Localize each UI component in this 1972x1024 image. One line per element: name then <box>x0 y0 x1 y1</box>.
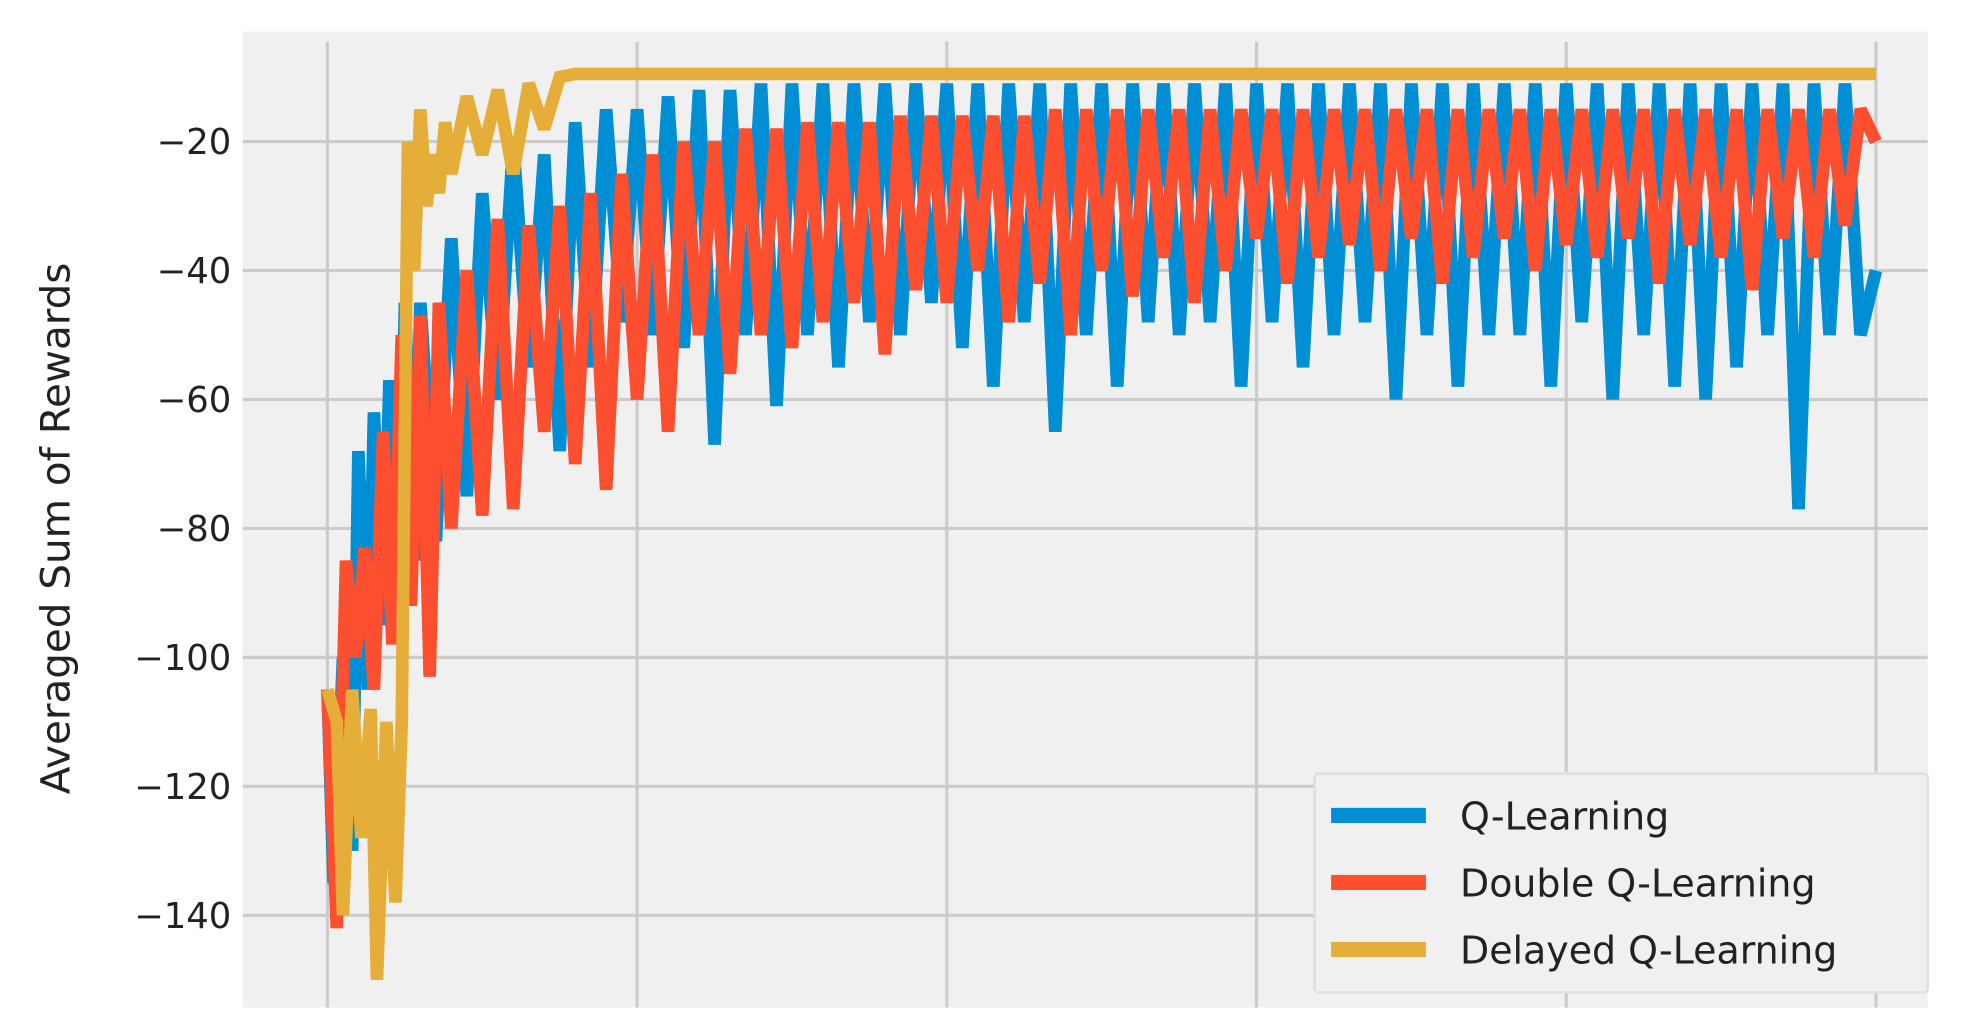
legend: Q-Learning Double Q-Learning Delayed Q-Lea… <box>1313 772 1930 994</box>
series-lines <box>321 67 1883 980</box>
series-line-2 <box>321 106 1882 929</box>
y-tick-label: −120 <box>134 767 231 808</box>
legend-label: Q-Learning <box>1460 794 1669 838</box>
y-tick-label: −60 <box>157 380 232 421</box>
legend-label: Double Q-Learning <box>1460 861 1816 905</box>
y-tick-label: −100 <box>134 638 231 679</box>
series-line-3 <box>321 67 1876 980</box>
legend-label: Delayed Q-Learning <box>1460 928 1837 972</box>
y-tick-label: −140 <box>134 896 231 937</box>
y-tick-label: −40 <box>157 251 232 292</box>
y-tick-labels: −20 −40 −60 −80 −100 −120 −140 <box>134 122 231 937</box>
y-tick-label: −80 <box>157 509 232 550</box>
y-tick-label: −20 <box>157 122 232 163</box>
legend-box <box>1313 772 1930 994</box>
y-axis-label: Averaged Sum of Rewards <box>32 263 80 795</box>
